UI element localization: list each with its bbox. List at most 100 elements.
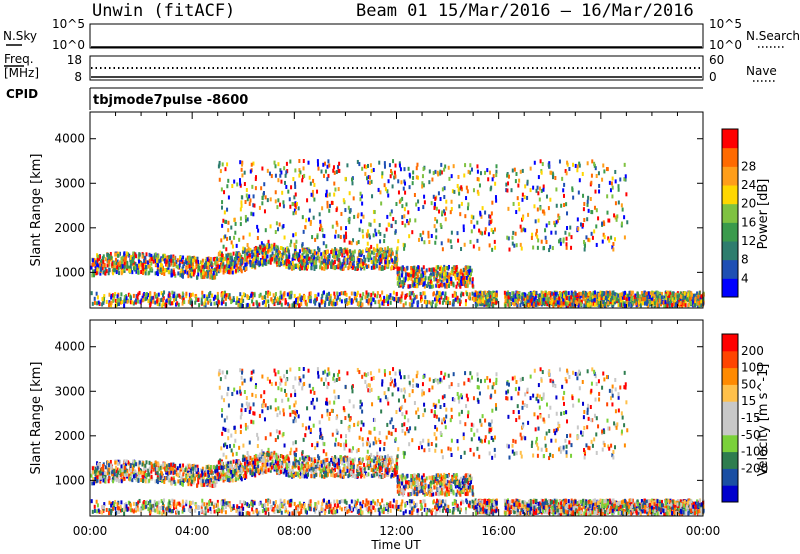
power-cell bbox=[172, 294, 175, 299]
power-cell bbox=[580, 299, 583, 304]
power-cell bbox=[438, 293, 441, 298]
y-tick-label: 1000 bbox=[54, 265, 85, 279]
power-cell bbox=[404, 190, 407, 195]
power-cell bbox=[353, 249, 356, 254]
power-cell bbox=[452, 283, 455, 288]
power-cell bbox=[464, 302, 467, 307]
power-cell bbox=[537, 238, 540, 243]
power-cell bbox=[262, 258, 265, 263]
power-cell bbox=[292, 263, 295, 268]
power-cell bbox=[521, 296, 524, 301]
power-cell bbox=[325, 265, 328, 270]
power-cell bbox=[544, 228, 547, 233]
power-cell bbox=[372, 260, 375, 265]
power-cell bbox=[245, 193, 248, 198]
power-cell bbox=[672, 302, 675, 307]
power-cell bbox=[370, 292, 373, 297]
power-cell bbox=[325, 189, 328, 194]
power-cell bbox=[142, 262, 145, 267]
power-cell bbox=[112, 271, 115, 276]
power-cell bbox=[511, 291, 514, 296]
power-cell bbox=[363, 254, 366, 259]
power-cell bbox=[401, 265, 404, 270]
power-cell bbox=[367, 175, 370, 180]
power-cell bbox=[293, 244, 296, 249]
power-cell bbox=[602, 300, 605, 305]
power-cell bbox=[291, 303, 294, 308]
power-cell bbox=[576, 301, 579, 306]
power-cell bbox=[97, 300, 100, 305]
power-cell bbox=[99, 262, 102, 267]
power-cell bbox=[97, 254, 100, 259]
power-cell bbox=[520, 246, 523, 251]
power-cell bbox=[326, 260, 329, 265]
power-cell bbox=[115, 270, 118, 275]
power-cell bbox=[231, 258, 234, 263]
power-cell bbox=[550, 300, 553, 305]
power-cell bbox=[308, 291, 311, 296]
power-cell bbox=[366, 234, 369, 239]
power-cell bbox=[327, 173, 330, 178]
power-cell bbox=[207, 256, 210, 261]
power-cell bbox=[308, 217, 311, 222]
power-cell bbox=[583, 242, 586, 247]
power-cell bbox=[205, 261, 208, 266]
power-cell bbox=[574, 297, 577, 302]
power-cell bbox=[359, 301, 362, 306]
power-cell bbox=[580, 222, 583, 227]
power-cell bbox=[462, 277, 465, 282]
power-cell bbox=[664, 297, 667, 302]
power-cell bbox=[335, 208, 338, 213]
power-cell bbox=[272, 300, 275, 305]
power-cell bbox=[366, 229, 369, 234]
power-cell bbox=[612, 290, 615, 295]
power-cell bbox=[222, 291, 225, 296]
power-cell bbox=[224, 219, 227, 224]
power-cell bbox=[403, 167, 406, 172]
power-cell bbox=[253, 293, 256, 298]
power-cell bbox=[167, 269, 170, 274]
power-cell bbox=[102, 297, 105, 302]
power-cell bbox=[451, 293, 454, 298]
power-cell bbox=[442, 277, 445, 282]
power-cell bbox=[123, 264, 126, 269]
velocity-cell bbox=[307, 503, 310, 508]
power-cell bbox=[241, 195, 244, 200]
power-cell bbox=[209, 290, 212, 295]
power-cell bbox=[527, 303, 530, 308]
power-cell bbox=[220, 257, 223, 262]
power-cell bbox=[176, 301, 179, 306]
power-cell bbox=[381, 171, 384, 176]
power-cell bbox=[507, 181, 510, 186]
power-cell bbox=[403, 207, 406, 212]
power-cell bbox=[239, 292, 242, 297]
power-cell bbox=[301, 261, 304, 266]
power-cell bbox=[185, 267, 188, 272]
power-cell bbox=[260, 259, 263, 264]
power-cell bbox=[325, 244, 328, 249]
power-cell bbox=[94, 271, 97, 276]
power-cell bbox=[291, 257, 294, 262]
power-cell bbox=[302, 262, 305, 267]
power-cell bbox=[617, 299, 620, 304]
power-cell bbox=[155, 258, 158, 263]
power-cell bbox=[226, 255, 229, 260]
power-cell bbox=[417, 206, 420, 211]
power-cell bbox=[253, 264, 256, 269]
power-cell bbox=[418, 281, 421, 286]
power-cell bbox=[460, 276, 463, 281]
power-cell bbox=[267, 248, 270, 253]
power-cell bbox=[395, 201, 398, 206]
power-cell bbox=[229, 255, 232, 260]
power-cell bbox=[216, 256, 219, 261]
power-cell bbox=[422, 265, 425, 270]
power-cell bbox=[181, 259, 184, 264]
colorbar-segment bbox=[722, 278, 738, 298]
power-cell bbox=[258, 249, 261, 254]
power-cell bbox=[471, 283, 474, 288]
power-cell bbox=[492, 174, 495, 179]
power-cell bbox=[368, 175, 371, 180]
power-cell bbox=[156, 297, 159, 302]
power-cell bbox=[577, 303, 580, 308]
